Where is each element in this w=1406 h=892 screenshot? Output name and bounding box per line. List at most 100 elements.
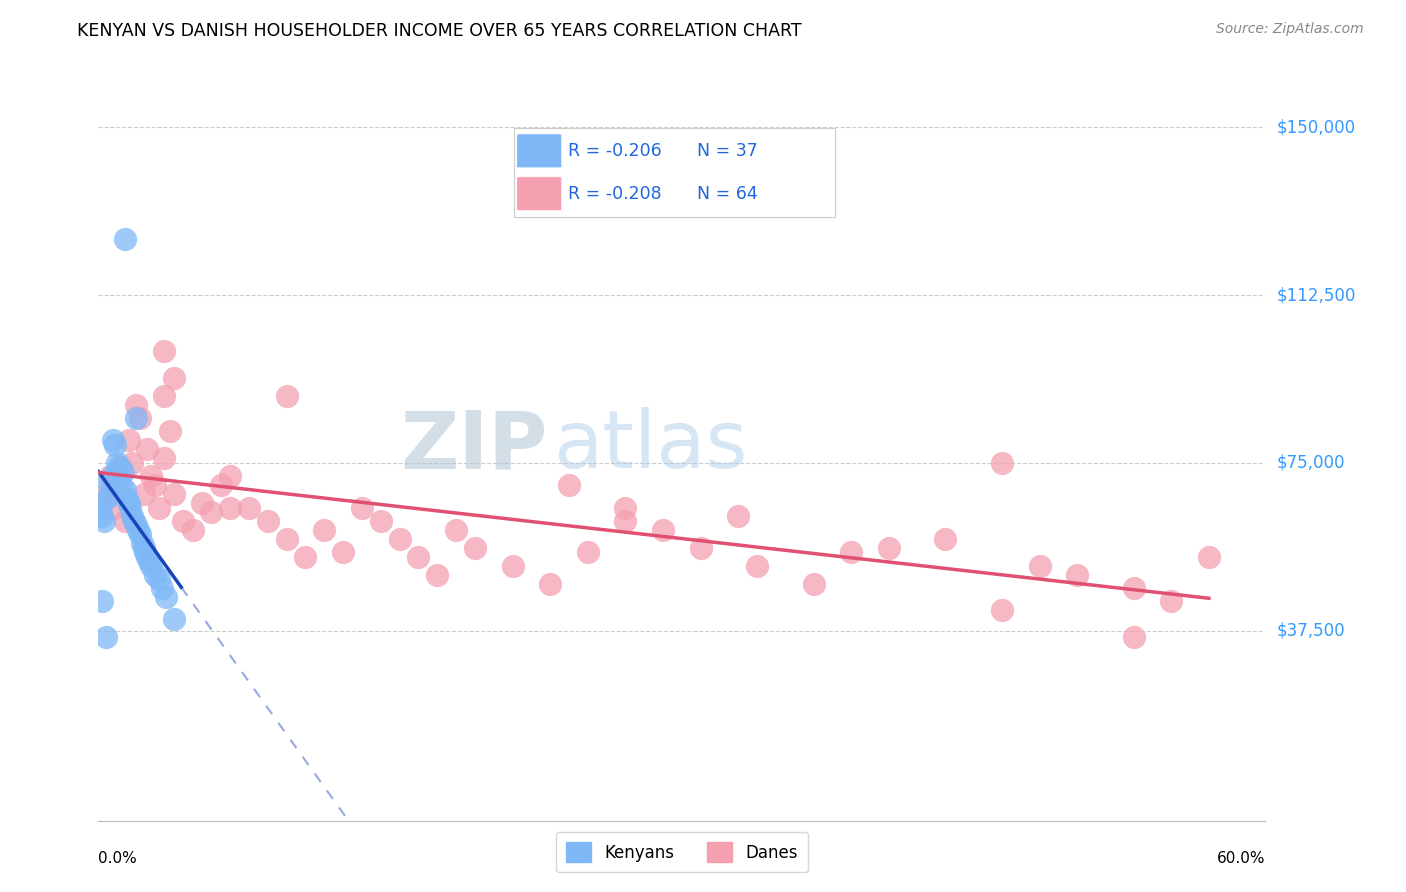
Point	[256, 514, 278, 528]
Point	[110, 460, 132, 475]
Point	[153, 343, 176, 358]
Point	[408, 549, 430, 564]
Point	[614, 514, 637, 528]
Point	[464, 541, 486, 555]
Point	[128, 411, 150, 425]
Point	[114, 483, 136, 497]
Point	[370, 514, 392, 528]
Point	[132, 541, 155, 555]
Point	[131, 536, 153, 550]
Point	[191, 496, 214, 510]
Point	[276, 532, 298, 546]
Point	[114, 514, 136, 528]
Point	[1122, 630, 1144, 644]
Point	[89, 500, 111, 515]
Text: 0.0%: 0.0%	[98, 851, 138, 866]
Text: Source: ZipAtlas.com: Source: ZipAtlas.com	[1216, 22, 1364, 37]
Legend: Kenyans, Danes: Kenyans, Danes	[555, 832, 808, 872]
Text: $37,500: $37,500	[1277, 622, 1346, 640]
Point	[120, 500, 142, 515]
Point	[117, 434, 139, 448]
Point	[1198, 549, 1220, 564]
Point	[747, 558, 769, 573]
Point	[139, 469, 162, 483]
Point	[91, 594, 114, 608]
Point	[94, 491, 117, 506]
Point	[103, 500, 125, 515]
Point	[97, 474, 120, 488]
Point	[148, 572, 170, 586]
Point	[121, 456, 143, 470]
Point	[114, 232, 136, 246]
Point	[104, 438, 127, 452]
Point	[350, 500, 373, 515]
Text: 60.0%: 60.0%	[1218, 851, 1265, 866]
Point	[803, 576, 825, 591]
Point	[558, 478, 581, 492]
Point	[153, 389, 176, 403]
Point	[138, 554, 160, 568]
Point	[727, 509, 749, 524]
Point	[125, 518, 148, 533]
Point	[444, 523, 467, 537]
Point	[125, 398, 148, 412]
Point	[209, 478, 232, 492]
Point	[152, 581, 174, 595]
Point	[877, 541, 900, 555]
Point	[839, 545, 862, 559]
Point	[110, 478, 132, 492]
Point	[219, 500, 242, 515]
Point	[1028, 558, 1050, 573]
Point	[181, 523, 204, 537]
FancyBboxPatch shape	[517, 177, 562, 211]
Point	[153, 451, 176, 466]
Point	[125, 411, 148, 425]
Text: $112,500: $112,500	[1277, 286, 1355, 304]
Point	[122, 514, 145, 528]
Point	[426, 567, 449, 582]
Point	[100, 469, 122, 483]
Text: R = -0.208: R = -0.208	[568, 185, 662, 202]
Point	[219, 469, 242, 483]
Point	[576, 545, 599, 559]
Point	[108, 460, 131, 475]
Point	[132, 487, 155, 501]
Text: KENYAN VS DANISH HOUSEHOLDER INCOME OVER 65 YEARS CORRELATION CHART: KENYAN VS DANISH HOUSEHOLDER INCOME OVER…	[77, 22, 801, 40]
Point	[1066, 567, 1088, 582]
Point	[163, 487, 186, 501]
Point	[538, 576, 561, 591]
Point	[103, 434, 125, 448]
Point	[94, 487, 117, 501]
Point	[148, 500, 170, 515]
Point	[105, 478, 128, 492]
FancyBboxPatch shape	[517, 134, 562, 168]
Point	[1122, 581, 1144, 595]
Point	[614, 500, 637, 515]
Point	[94, 630, 117, 644]
Point	[105, 456, 128, 470]
Point	[388, 532, 411, 546]
Point	[111, 465, 134, 479]
Point	[98, 469, 121, 483]
Point	[689, 541, 711, 555]
Point	[98, 487, 121, 501]
Point	[136, 549, 159, 564]
Point	[200, 505, 222, 519]
Point	[294, 549, 316, 564]
Point	[163, 612, 186, 626]
Point	[314, 523, 336, 537]
Text: $150,000: $150,000	[1277, 119, 1355, 136]
Point	[121, 509, 143, 524]
Point	[91, 509, 114, 524]
Point	[991, 603, 1014, 617]
Point	[172, 514, 194, 528]
Point	[991, 456, 1014, 470]
Point	[136, 442, 159, 457]
Point	[155, 590, 177, 604]
Point	[276, 389, 298, 403]
Point	[163, 371, 186, 385]
Point	[502, 558, 524, 573]
Point	[134, 545, 156, 559]
Point	[139, 558, 162, 573]
Point	[117, 496, 139, 510]
